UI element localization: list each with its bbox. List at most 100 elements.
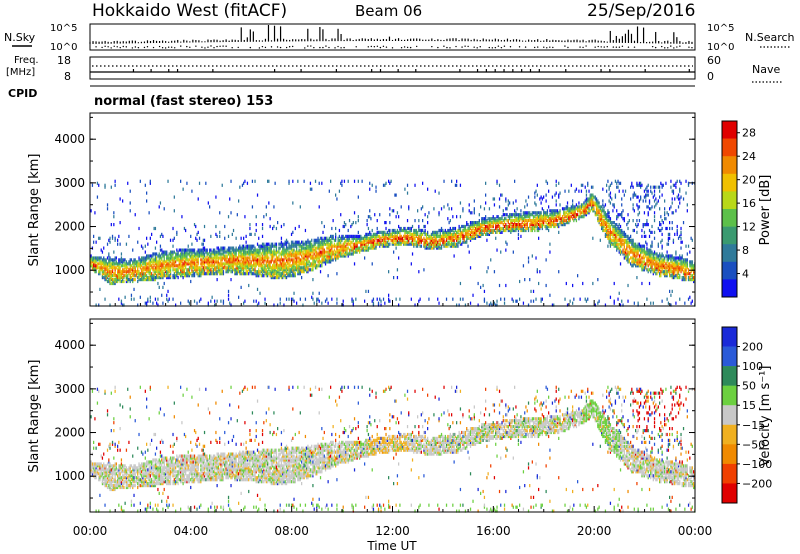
power-cell — [190, 272, 192, 276]
power-cell — [274, 250, 276, 254]
power-cell — [438, 238, 440, 242]
power-cell — [351, 223, 353, 227]
power-cell — [577, 207, 579, 211]
power-cell — [100, 260, 102, 264]
power-cell — [396, 230, 399, 234]
power-cell — [382, 230, 385, 234]
power-cell — [371, 242, 373, 246]
power-cell — [563, 209, 565, 213]
power-cell — [618, 234, 620, 238]
power-cell — [231, 252, 233, 256]
power-cell — [193, 262, 196, 266]
power-cell — [340, 248, 342, 252]
nsearch-dot — [400, 47, 403, 49]
power-cell — [551, 303, 554, 307]
power-cell — [592, 195, 594, 199]
power-cell — [376, 297, 378, 301]
power-cell — [93, 256, 95, 260]
power-cell — [558, 270, 560, 274]
power-cell — [234, 270, 236, 274]
power-cell — [100, 268, 102, 272]
power-cell — [507, 221, 509, 225]
power-cell — [357, 195, 359, 199]
power-cell — [611, 223, 613, 227]
power-cell — [251, 246, 254, 250]
power-cell — [400, 228, 402, 233]
power-cell — [526, 213, 528, 217]
power-cell — [269, 270, 271, 274]
power-cell — [229, 246, 231, 250]
power-cell — [464, 232, 467, 236]
power-cell — [385, 242, 387, 246]
power-cell — [343, 179, 346, 183]
power-cell — [114, 268, 116, 272]
power-cell — [516, 213, 518, 217]
power-cell — [299, 268, 301, 272]
power-cell — [307, 244, 309, 248]
power-cell — [125, 274, 128, 278]
power-cell — [608, 224, 610, 229]
power-cell — [599, 219, 601, 223]
power-cell — [578, 217, 580, 221]
power-cell — [331, 234, 333, 238]
power-cell — [377, 230, 380, 234]
power-cell — [393, 234, 395, 238]
power-cell — [216, 270, 218, 274]
power-cell — [351, 297, 353, 301]
power-cell — [348, 250, 351, 254]
power-cell — [338, 234, 341, 238]
power-cell — [231, 264, 233, 268]
power-cell — [238, 262, 240, 266]
power-cell — [106, 262, 109, 266]
power-cell — [201, 268, 203, 272]
power-cell — [298, 258, 300, 262]
power-cell — [482, 226, 484, 231]
power-cell — [395, 242, 397, 246]
power-cell — [539, 217, 541, 221]
power-cell — [288, 258, 290, 262]
power-cell — [481, 219, 483, 223]
power-cell — [616, 209, 618, 213]
power-cell — [244, 299, 246, 303]
power-cell — [559, 209, 561, 213]
power-cell — [622, 217, 624, 221]
power-cell — [221, 246, 223, 250]
power-cell — [477, 228, 479, 233]
power-cell — [196, 232, 198, 236]
power-cell — [413, 228, 415, 233]
power-cell — [177, 258, 179, 262]
power-cell — [459, 238, 462, 242]
power-cell — [538, 228, 540, 233]
power-cell — [602, 187, 604, 191]
power-cell — [486, 238, 488, 242]
power-cell — [618, 223, 620, 227]
power-cell — [594, 213, 596, 217]
power-cell — [186, 248, 188, 252]
power-cell — [338, 244, 341, 248]
power-cell — [216, 256, 218, 260]
power-cell — [408, 238, 410, 242]
power-cell — [362, 242, 365, 246]
power-cell — [282, 248, 284, 252]
power-cell — [219, 211, 221, 215]
power-cell — [90, 209, 92, 213]
power-cell — [203, 258, 206, 262]
power-cell — [379, 240, 381, 244]
power-cell — [452, 215, 454, 219]
power-cell — [122, 276, 124, 280]
power-cell — [526, 221, 528, 225]
power-cell — [445, 238, 448, 242]
power-cell — [497, 223, 499, 227]
power-cell — [231, 268, 233, 272]
power-cell — [168, 258, 170, 262]
power-cell — [623, 242, 625, 246]
power-cell — [417, 240, 419, 244]
power-cell — [173, 236, 175, 240]
power-cell — [565, 219, 567, 223]
power-cell — [622, 238, 624, 242]
power-cell — [541, 197, 543, 201]
power-cell — [307, 268, 309, 272]
power-cell — [331, 254, 333, 258]
power-cell — [609, 234, 612, 238]
power-cell — [149, 295, 151, 299]
